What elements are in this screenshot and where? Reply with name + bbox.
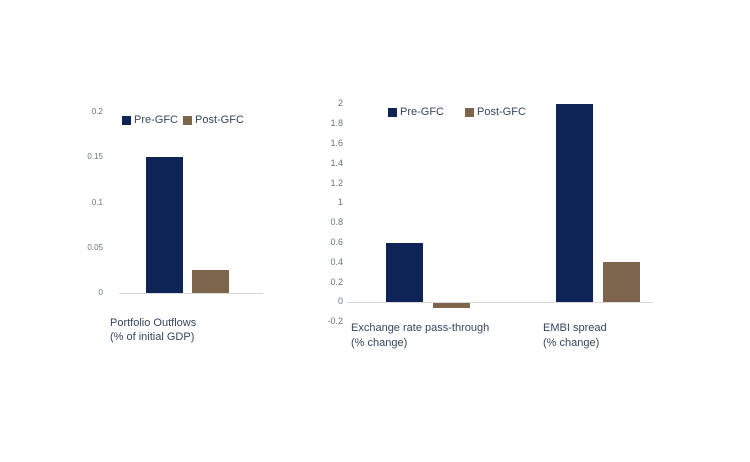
legend-swatch-pre-gfc [388,108,397,117]
legend-swatch-post-gfc [183,116,192,125]
legend-label-pre-gfc: Pre-GFC [134,114,178,126]
y-axis-tick-label: 0.4 [330,257,343,267]
y-axis-tick-label: 1.2 [330,178,343,188]
x-axis-line [347,302,653,303]
category-label-line: Exchange rate pass-through [351,322,490,334]
y-axis-tick-label: 1.6 [330,138,343,148]
y-axis-tick-label: 0 [337,296,343,306]
y-axis-tick-label: 0.15 [87,152,103,161]
bar-pre-gfc-cat0 [146,157,183,293]
y-axis-tick-label: 1 [337,197,343,207]
y-axis-tick-label: 0.2 [91,107,103,116]
bar-post-gfc-cat0 [433,303,470,308]
y-axis-tick-label: -0.2 [327,316,343,326]
bar-pre-gfc-cat0 [386,243,423,302]
bar-pre-gfc-cat1 [556,104,593,302]
category-label-line: EMBI spread [543,322,607,334]
legend-label-post-gfc: Post-GFC [195,114,244,126]
y-axis-tick-label: 0.8 [330,217,343,227]
y-axis-tick-label: 1.8 [330,118,343,128]
y-axis-tick-label: 0.6 [330,237,343,247]
y-axis-tick-label: 0.1 [91,198,103,207]
category-label-line: (% change) [351,337,408,349]
y-axis-tick-label: 0.05 [87,243,103,252]
category-label-line: (% of initial GDP) [110,331,195,343]
legend-label-post-gfc: Post-GFC [477,106,526,118]
y-axis-tick-label: 2 [337,98,343,108]
x-axis-line [119,293,263,294]
y-axis-tick-label: 1.4 [330,158,343,168]
bar-post-gfc-cat1 [603,262,640,302]
category-label-line: (% change) [543,337,600,349]
legend-label-pre-gfc: Pre-GFC [400,106,444,118]
y-axis-tick-label: 0 [98,288,103,297]
legend-swatch-post-gfc [465,108,474,117]
category-label-line: Portfolio Outflows [110,317,197,329]
bar-post-gfc-cat0 [192,270,229,293]
legend-swatch-pre-gfc [122,116,131,125]
y-axis-tick-label: 0.2 [330,277,343,287]
